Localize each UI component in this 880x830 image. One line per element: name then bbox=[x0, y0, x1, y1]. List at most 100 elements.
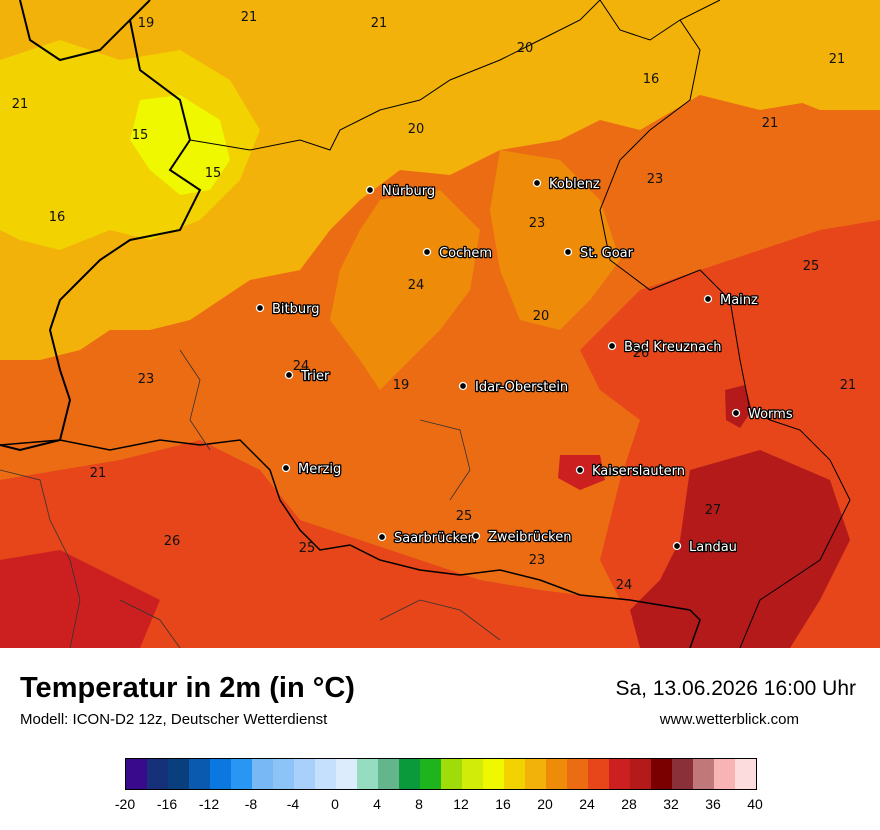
colorbar-cell bbox=[630, 759, 651, 789]
colorbar-tick-label: 4 bbox=[373, 796, 381, 812]
city-label: Zweibrücken bbox=[488, 530, 571, 545]
city-marker bbox=[731, 408, 741, 418]
isotherm-label: 15 bbox=[205, 166, 222, 181]
colorbar-tick-label: 36 bbox=[705, 796, 721, 812]
colorbar-cell bbox=[126, 759, 147, 789]
city-nurburg: Nürburg bbox=[365, 183, 436, 200]
city-merzig: Merzig bbox=[281, 461, 343, 478]
city-marker bbox=[563, 247, 573, 257]
city-trier: Trier bbox=[284, 368, 331, 385]
colorbar-cell bbox=[525, 759, 546, 789]
isotherm-label: 21 bbox=[840, 378, 857, 393]
colorbar-cell bbox=[483, 759, 504, 789]
isotherm-label: 20 bbox=[517, 41, 534, 56]
footer: Temperatur in 2m (in °C) Modell: ICON-D2… bbox=[0, 648, 880, 830]
isotherm-label: 21 bbox=[90, 466, 107, 481]
isotherm-label: 21 bbox=[829, 52, 846, 67]
city-label: Saarbrücken bbox=[394, 531, 476, 546]
colorbar-cell bbox=[315, 759, 336, 789]
forecast-datetime: Sa, 13.06.2026 16:00 Uhr bbox=[615, 677, 856, 700]
temp-field-warm-south bbox=[0, 440, 650, 648]
isotherm-label: 26 bbox=[164, 534, 181, 549]
city-kaiserslautern: Kaiserslautern bbox=[575, 463, 686, 480]
city-bitburg: Bitburg bbox=[255, 301, 321, 318]
colorbar-tick-label: 28 bbox=[621, 796, 637, 812]
colorbar-tick-label: 32 bbox=[663, 796, 679, 812]
city-zweibruecken: Zweibrücken bbox=[471, 529, 573, 546]
website-link[interactable]: www.wetterblick.com bbox=[659, 711, 799, 728]
district-border bbox=[0, 349, 501, 648]
temp-field-yellow-northwest bbox=[0, 40, 260, 250]
city-label: Merzig bbox=[298, 462, 341, 477]
city-label: Koblenz bbox=[549, 177, 600, 192]
isotherm-label: 24 bbox=[293, 359, 310, 374]
isotherm-label: 21 bbox=[371, 16, 388, 31]
colorbar-cell bbox=[693, 759, 714, 789]
isotherm-label: 26 bbox=[633, 346, 650, 361]
temp-field-light-orange-northeast bbox=[690, 20, 880, 110]
colorbar-cell bbox=[399, 759, 420, 789]
isotherm-label: 24 bbox=[408, 278, 425, 293]
city-marker bbox=[422, 247, 432, 257]
temp-field-bright-yellow bbox=[130, 95, 230, 195]
state-border-east bbox=[599, 19, 851, 648]
city-mainz: Mainz bbox=[703, 292, 759, 309]
temperature-map: Nürburg Koblenz Cochem St. Goar Mainz Bitburg… bbox=[0, 0, 880, 648]
city-worms: Worms bbox=[731, 406, 794, 423]
city-label: St. Goar bbox=[580, 246, 634, 261]
city-marker bbox=[607, 341, 617, 351]
colorbar-tick-label: 16 bbox=[495, 796, 511, 812]
map-title: Temperatur in 2m (in °C) bbox=[20, 672, 355, 704]
temp-field-hot-southeast bbox=[630, 450, 850, 648]
colorbar-tick-label: -16 bbox=[156, 796, 178, 812]
colorbar-tick-label: 24 bbox=[579, 796, 595, 812]
city-marker bbox=[532, 178, 542, 188]
colorbar-cell bbox=[378, 759, 399, 789]
country-border bbox=[0, 0, 202, 452]
colorbar-cell bbox=[714, 759, 735, 789]
city-label: Nürburg bbox=[382, 184, 435, 199]
colorbar-tick-label: -4 bbox=[286, 796, 300, 812]
city-saarbruecken: Saarbrücken bbox=[377, 530, 477, 547]
isotherm-label: 23 bbox=[529, 553, 546, 568]
city-idar-oberstein: Idar-Oberstein bbox=[458, 379, 569, 396]
colorbar-cell bbox=[294, 759, 315, 789]
isotherm-label: 19 bbox=[393, 378, 410, 393]
isotherm-label: 23 bbox=[138, 372, 155, 387]
model-subtitle: Modell: ICON-D2 12z, Deutscher Wetterdie… bbox=[20, 711, 328, 728]
city-koblenz: Koblenz bbox=[532, 176, 601, 193]
city-marker bbox=[281, 463, 291, 473]
temp-field-mid-orange bbox=[330, 190, 480, 390]
colorbar-tick-label: 8 bbox=[415, 796, 423, 812]
isotherm-label: 16 bbox=[49, 210, 66, 225]
colorbar-tick-label: 12 bbox=[453, 796, 469, 812]
city-label: Mainz bbox=[720, 293, 758, 308]
colorbar-tick-label: 40 bbox=[747, 796, 763, 812]
colorbar-cell bbox=[189, 759, 210, 789]
colorbar-cell bbox=[273, 759, 294, 789]
city-label: Bitburg bbox=[272, 302, 320, 317]
city-landau: Landau bbox=[672, 539, 738, 556]
isotherm-label: 25 bbox=[299, 541, 316, 556]
city-cochem: Cochem bbox=[422, 245, 493, 262]
isotherm-label: 15 bbox=[132, 128, 149, 143]
isotherm-label: 21 bbox=[241, 10, 258, 25]
isotherm-label: 21 bbox=[12, 97, 29, 112]
isotherm-label: 16 bbox=[643, 72, 660, 87]
colorbar-tick-label: -20 bbox=[114, 796, 136, 812]
city-label: Kaiserslautern bbox=[592, 464, 685, 479]
isotherm-label: 21 bbox=[762, 116, 779, 131]
city-marker bbox=[365, 185, 375, 195]
city-marker bbox=[703, 294, 713, 304]
city-marker bbox=[284, 370, 294, 380]
isotherm-label: 24 bbox=[616, 578, 633, 593]
city-marker bbox=[471, 531, 481, 541]
colorbar-cell bbox=[546, 759, 567, 789]
isotherm-label: 19 bbox=[138, 16, 155, 31]
city-label: Idar-Oberstein bbox=[475, 380, 568, 395]
colorbar-cell bbox=[672, 759, 693, 789]
city-marker bbox=[377, 532, 387, 542]
colorbar-cell bbox=[231, 759, 252, 789]
colorbar-tick-label: -12 bbox=[198, 796, 220, 812]
colorbar-cell bbox=[609, 759, 630, 789]
